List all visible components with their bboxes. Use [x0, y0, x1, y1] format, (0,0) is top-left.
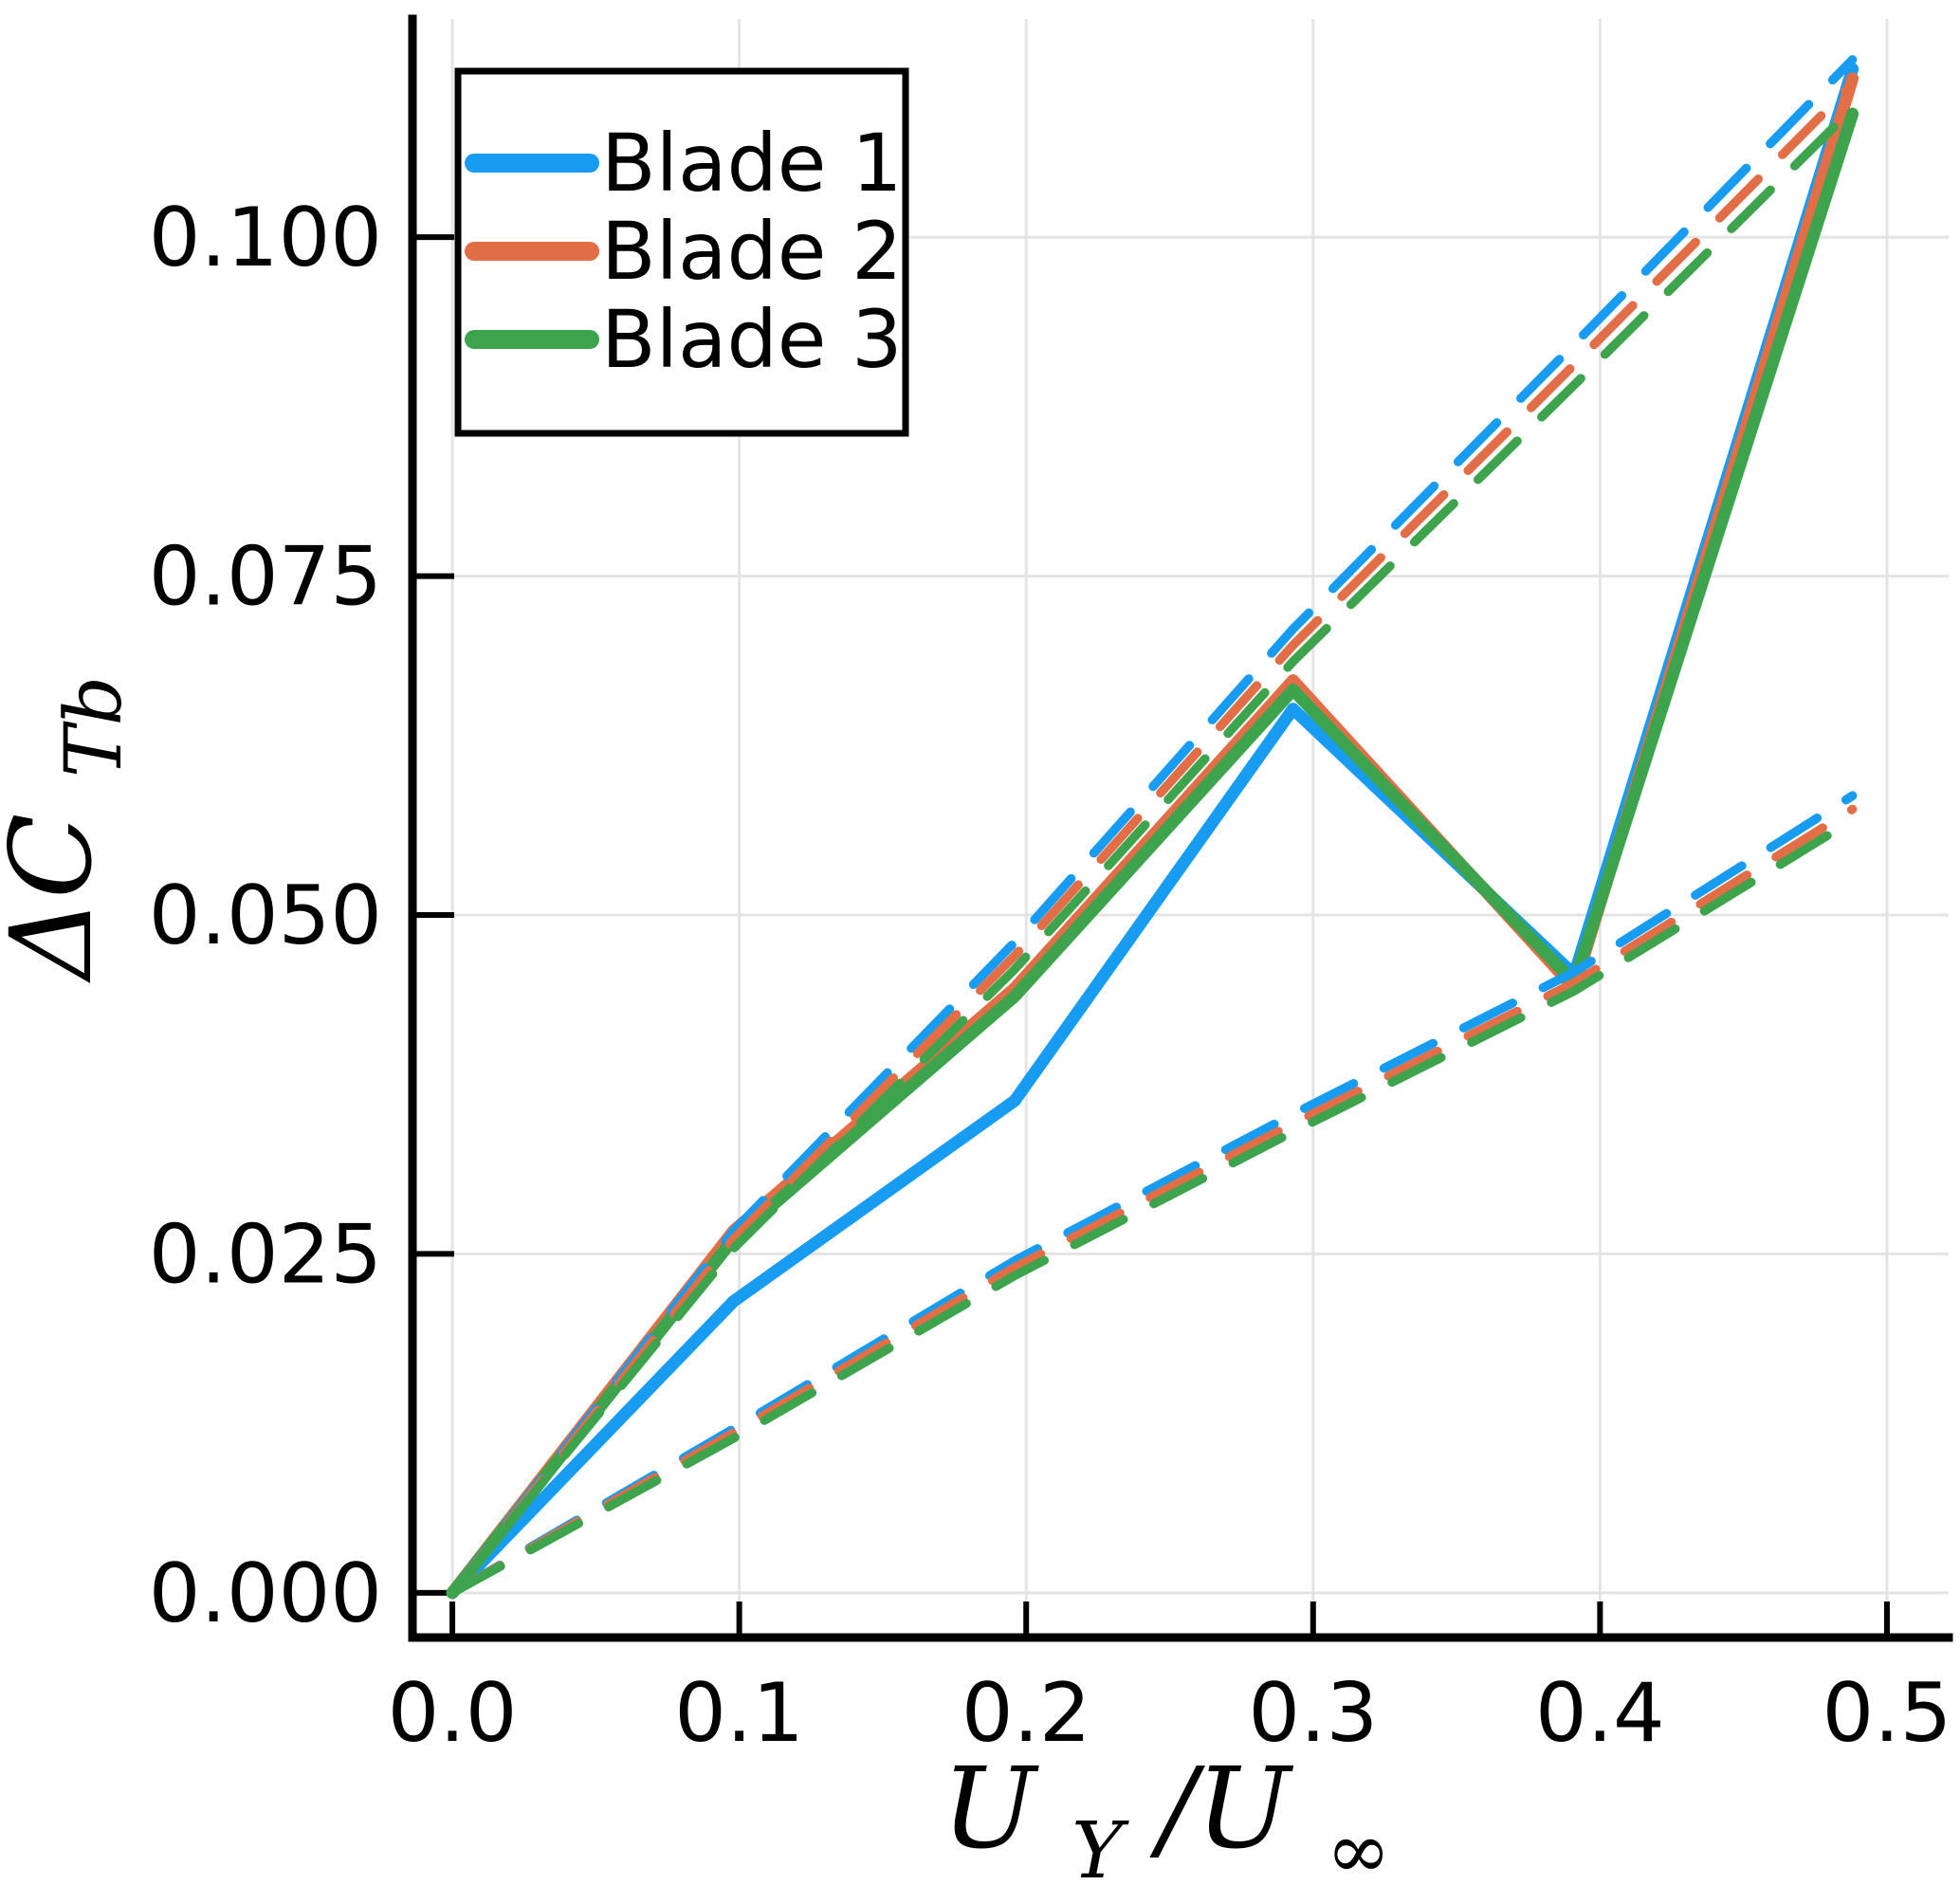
legend-label-blade-2: Blade 2	[601, 205, 903, 298]
x-tick-label: 0.4	[1535, 1666, 1665, 1761]
series-blade-3-dashed-lower	[448, 815, 1858, 1598]
x-tick-label: 0.1	[674, 1666, 804, 1761]
series-blade-2-dashed-upper	[448, 79, 1858, 1598]
legend-label-blade-3: Blade 3	[601, 293, 903, 386]
legend: Blade 1 Blade 2 Blade 3	[454, 67, 909, 437]
y-tick-label: 0.000	[149, 1546, 382, 1641]
x-tick-label: 0.5	[1823, 1666, 1952, 1761]
y-axis-title: ΔC Tb	[0, 676, 139, 983]
series-layer	[446, 55, 1859, 1600]
x-tick-label: 0.2	[962, 1666, 1091, 1761]
legend-item-blade-1: Blade 1	[465, 117, 903, 210]
y-tick-label: 0.050	[149, 869, 382, 963]
legend-label-blade-1: Blade 1	[601, 117, 903, 210]
x-tick-label: 0.3	[1248, 1666, 1378, 1761]
legend-item-blade-2: Blade 2	[465, 205, 903, 298]
x-tick-label: 0.0	[388, 1666, 518, 1761]
axis-layer: 0.0 0.1 0.2 0.3 0.4 0.5 0.000 0.025 0.050 0.075 0.…	[149, 14, 1953, 1761]
series-blade-3-dashed-upper	[448, 103, 1858, 1598]
legend-item-blade-3: Blade 3	[465, 293, 903, 386]
y-tick-label: 0.075	[149, 530, 382, 625]
y-tick-label: 0.100	[149, 191, 382, 285]
y-tick-label: 0.025	[149, 1207, 382, 1302]
x-axis-title: U Y /U ∞	[942, 1743, 1391, 1885]
